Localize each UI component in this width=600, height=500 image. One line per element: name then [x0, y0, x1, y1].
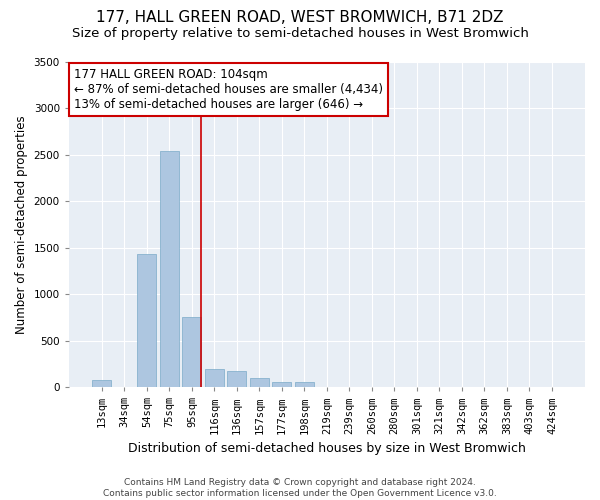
Bar — [250, 378, 269, 387]
Bar — [137, 254, 157, 387]
Text: Size of property relative to semi-detached houses in West Bromwich: Size of property relative to semi-detach… — [71, 28, 529, 40]
Bar — [160, 151, 179, 387]
Bar — [227, 372, 247, 387]
Bar — [92, 380, 112, 387]
Y-axis label: Number of semi-detached properties: Number of semi-detached properties — [15, 115, 28, 334]
Bar — [182, 318, 202, 387]
Bar — [205, 368, 224, 387]
X-axis label: Distribution of semi-detached houses by size in West Bromwich: Distribution of semi-detached houses by … — [128, 442, 526, 455]
Text: Contains HM Land Registry data © Crown copyright and database right 2024.
Contai: Contains HM Land Registry data © Crown c… — [103, 478, 497, 498]
Bar — [295, 382, 314, 387]
Text: 177, HALL GREEN ROAD, WEST BROMWICH, B71 2DZ: 177, HALL GREEN ROAD, WEST BROMWICH, B71… — [96, 10, 504, 25]
Text: 177 HALL GREEN ROAD: 104sqm
← 87% of semi-detached houses are smaller (4,434)
13: 177 HALL GREEN ROAD: 104sqm ← 87% of sem… — [74, 68, 383, 111]
Bar — [272, 382, 292, 387]
